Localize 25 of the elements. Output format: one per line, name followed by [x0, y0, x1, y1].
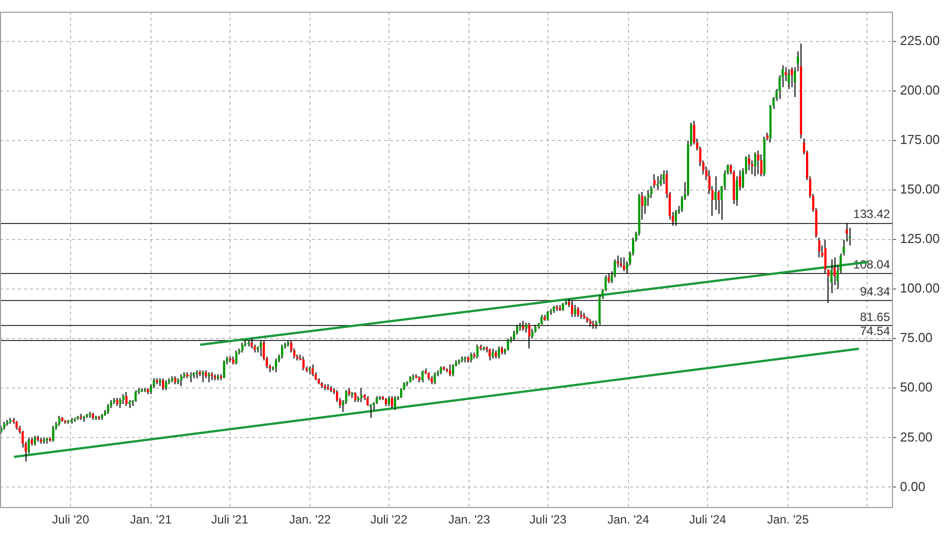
ref-line-label: 74.54: [860, 324, 890, 338]
x-tick-label: Juli '20: [52, 512, 90, 527]
y-tick-label: 125.00: [900, 231, 940, 246]
x-tick-label: Jan. '25: [767, 512, 810, 527]
y-tick-label: 150.00: [900, 182, 940, 197]
y-tick-label: 50.00: [900, 380, 933, 395]
x-tick-label: Jan. '21: [130, 512, 172, 527]
ref-line-label: 81.65: [860, 310, 890, 324]
x-tick-label: Juli '23: [530, 512, 567, 527]
y-tick-label: 100.00: [900, 280, 940, 296]
y-tick-label: 175.00: [900, 132, 940, 148]
y-tick-label: 25.00: [900, 429, 933, 444]
y-tick-label: 225.00: [900, 33, 940, 48]
x-tick-label: Juli '24: [689, 512, 726, 527]
y-tick-label: 75.00: [900, 330, 933, 346]
ref-line-label: 94.34: [860, 284, 890, 299]
y-tick-label: 0.00: [900, 478, 926, 494]
x-tick-label: Jan. '22: [289, 512, 332, 527]
x-tick-label: Juli '22: [370, 512, 408, 527]
y-tick-label: 200.00: [900, 82, 940, 98]
ref-line-label: 133.42: [853, 207, 890, 222]
x-tick-label: Juli '21: [211, 512, 249, 527]
x-tick-label: Jan. '24: [608, 512, 650, 527]
candlestick: [656, 176, 659, 190]
x-tick-label: Jan. '23: [448, 512, 490, 527]
